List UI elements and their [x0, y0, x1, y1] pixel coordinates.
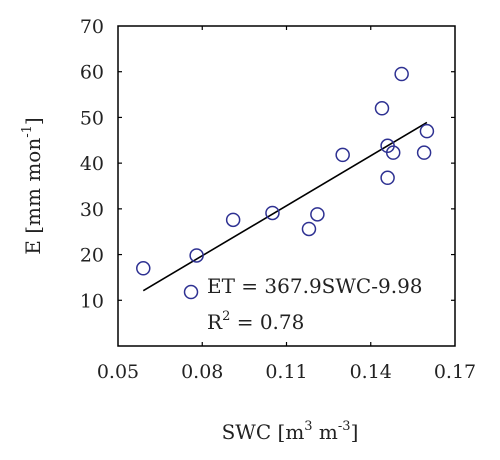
data-point — [419, 123, 435, 139]
y-tick-label: 30 — [80, 199, 104, 221]
data-point — [416, 145, 432, 160]
data-point — [183, 284, 199, 300]
regression-equation: ET = 367.9SWC-9.98 — [207, 274, 423, 298]
regression-line — [142, 121, 428, 292]
x-axis-title: SWC [m3 m-3] — [222, 419, 359, 444]
data-point — [301, 221, 317, 237]
x-tick-label: 0.11 — [265, 361, 307, 383]
y-tick-labels: 10 20 30 40 50 60 70 — [80, 16, 104, 312]
data-point — [335, 147, 350, 163]
y-tick-label: 60 — [80, 62, 104, 84]
x-tick-labels: 0.05 0.08 0.11 0.14 0.17 — [97, 361, 476, 383]
x-tick-label: 0.05 — [97, 361, 139, 383]
data-point — [136, 261, 151, 276]
y-tick-label: 10 — [80, 290, 104, 312]
data-point — [310, 207, 325, 222]
data-point — [374, 101, 390, 116]
data-point — [265, 205, 280, 221]
x-tick-label: 0.14 — [350, 361, 392, 383]
r-squared-label: R2 = 0.78 — [207, 309, 304, 334]
plot-frame — [117, 25, 456, 347]
x-tick-label: 0.08 — [181, 361, 223, 383]
x-tick-label: 0.17 — [434, 361, 476, 383]
axis-ticks — [118, 26, 455, 346]
data-point — [394, 66, 409, 82]
data-point — [225, 212, 241, 228]
y-tick-label: 50 — [80, 107, 104, 129]
y-tick-label: 40 — [80, 153, 104, 175]
data-points — [136, 66, 435, 300]
data-point — [385, 145, 401, 160]
y-tick-label: 70 — [80, 16, 104, 38]
y-axis-title: E [mm mon-1] — [20, 117, 45, 254]
data-point — [189, 248, 204, 263]
data-point — [380, 170, 395, 186]
y-tick-label: 20 — [80, 245, 104, 267]
